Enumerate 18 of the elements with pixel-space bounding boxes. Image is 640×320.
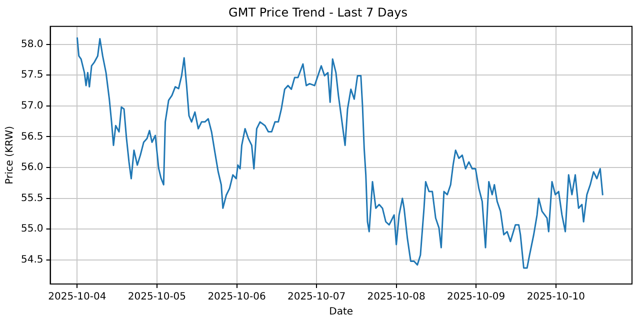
chart-title: GMT Price Trend - Last 7 Days xyxy=(228,5,408,20)
y-tick-label: 57.0 xyxy=(21,100,44,112)
y-axis-title: Price (KRW) xyxy=(4,126,16,184)
x-tick-label: 2025-10-10 xyxy=(526,292,585,303)
y-tick-label: 55.5 xyxy=(21,192,44,204)
x-tick-label: 2025-10-04 xyxy=(48,292,106,303)
y-tick-label: 57.5 xyxy=(21,70,44,81)
x-tick-label: 2025-10-08 xyxy=(367,292,426,303)
x-tick-label: 2025-10-09 xyxy=(447,292,506,303)
x-axis-title: Date xyxy=(329,306,354,318)
x-tick-label: 2025-10-06 xyxy=(208,292,266,303)
y-tick-label: 54.5 xyxy=(21,254,44,266)
x-tick-label: 2025-10-07 xyxy=(287,292,346,303)
y-tick-label: 56.0 xyxy=(21,162,44,174)
y-tick-label: 55.0 xyxy=(21,224,44,235)
y-tick-label: 56.5 xyxy=(21,131,44,142)
y-tick-label: 58.0 xyxy=(21,38,44,50)
x-tick-label: 2025-10-05 xyxy=(128,292,186,303)
